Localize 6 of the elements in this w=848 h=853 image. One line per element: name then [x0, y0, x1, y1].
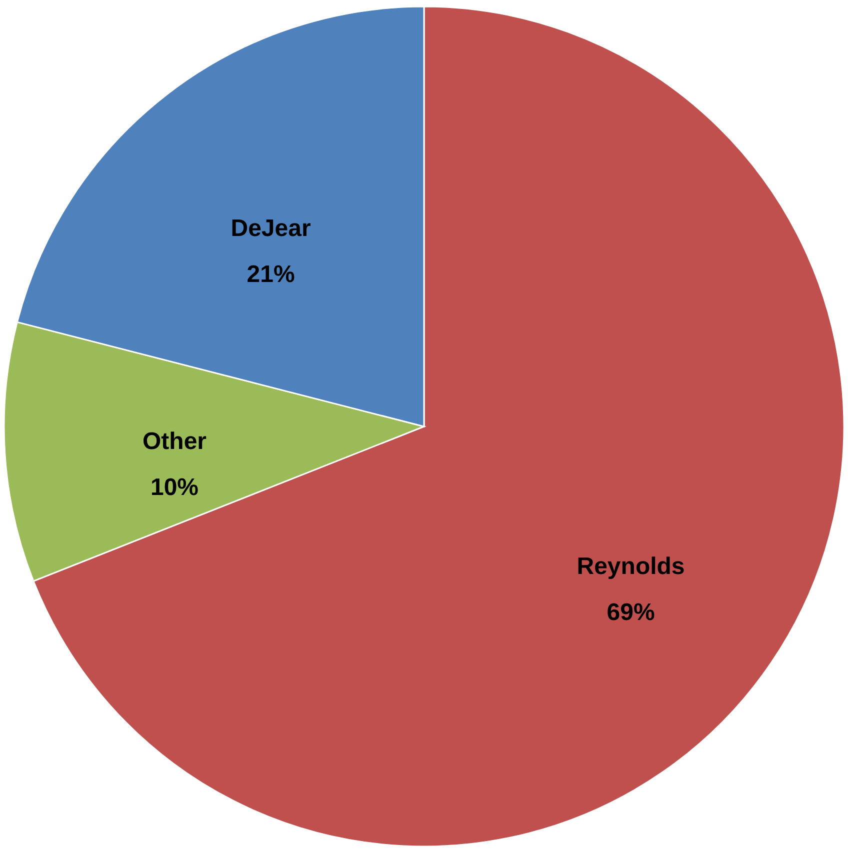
- data-label: 21%: [246, 260, 295, 288]
- data-label: 10%: [150, 474, 199, 502]
- data-label: 69%: [606, 599, 655, 626]
- slice-label: Other: [142, 428, 206, 456]
- slice-label: Reynolds: [576, 553, 685, 580]
- slice-label: DeJear: [230, 214, 311, 242]
